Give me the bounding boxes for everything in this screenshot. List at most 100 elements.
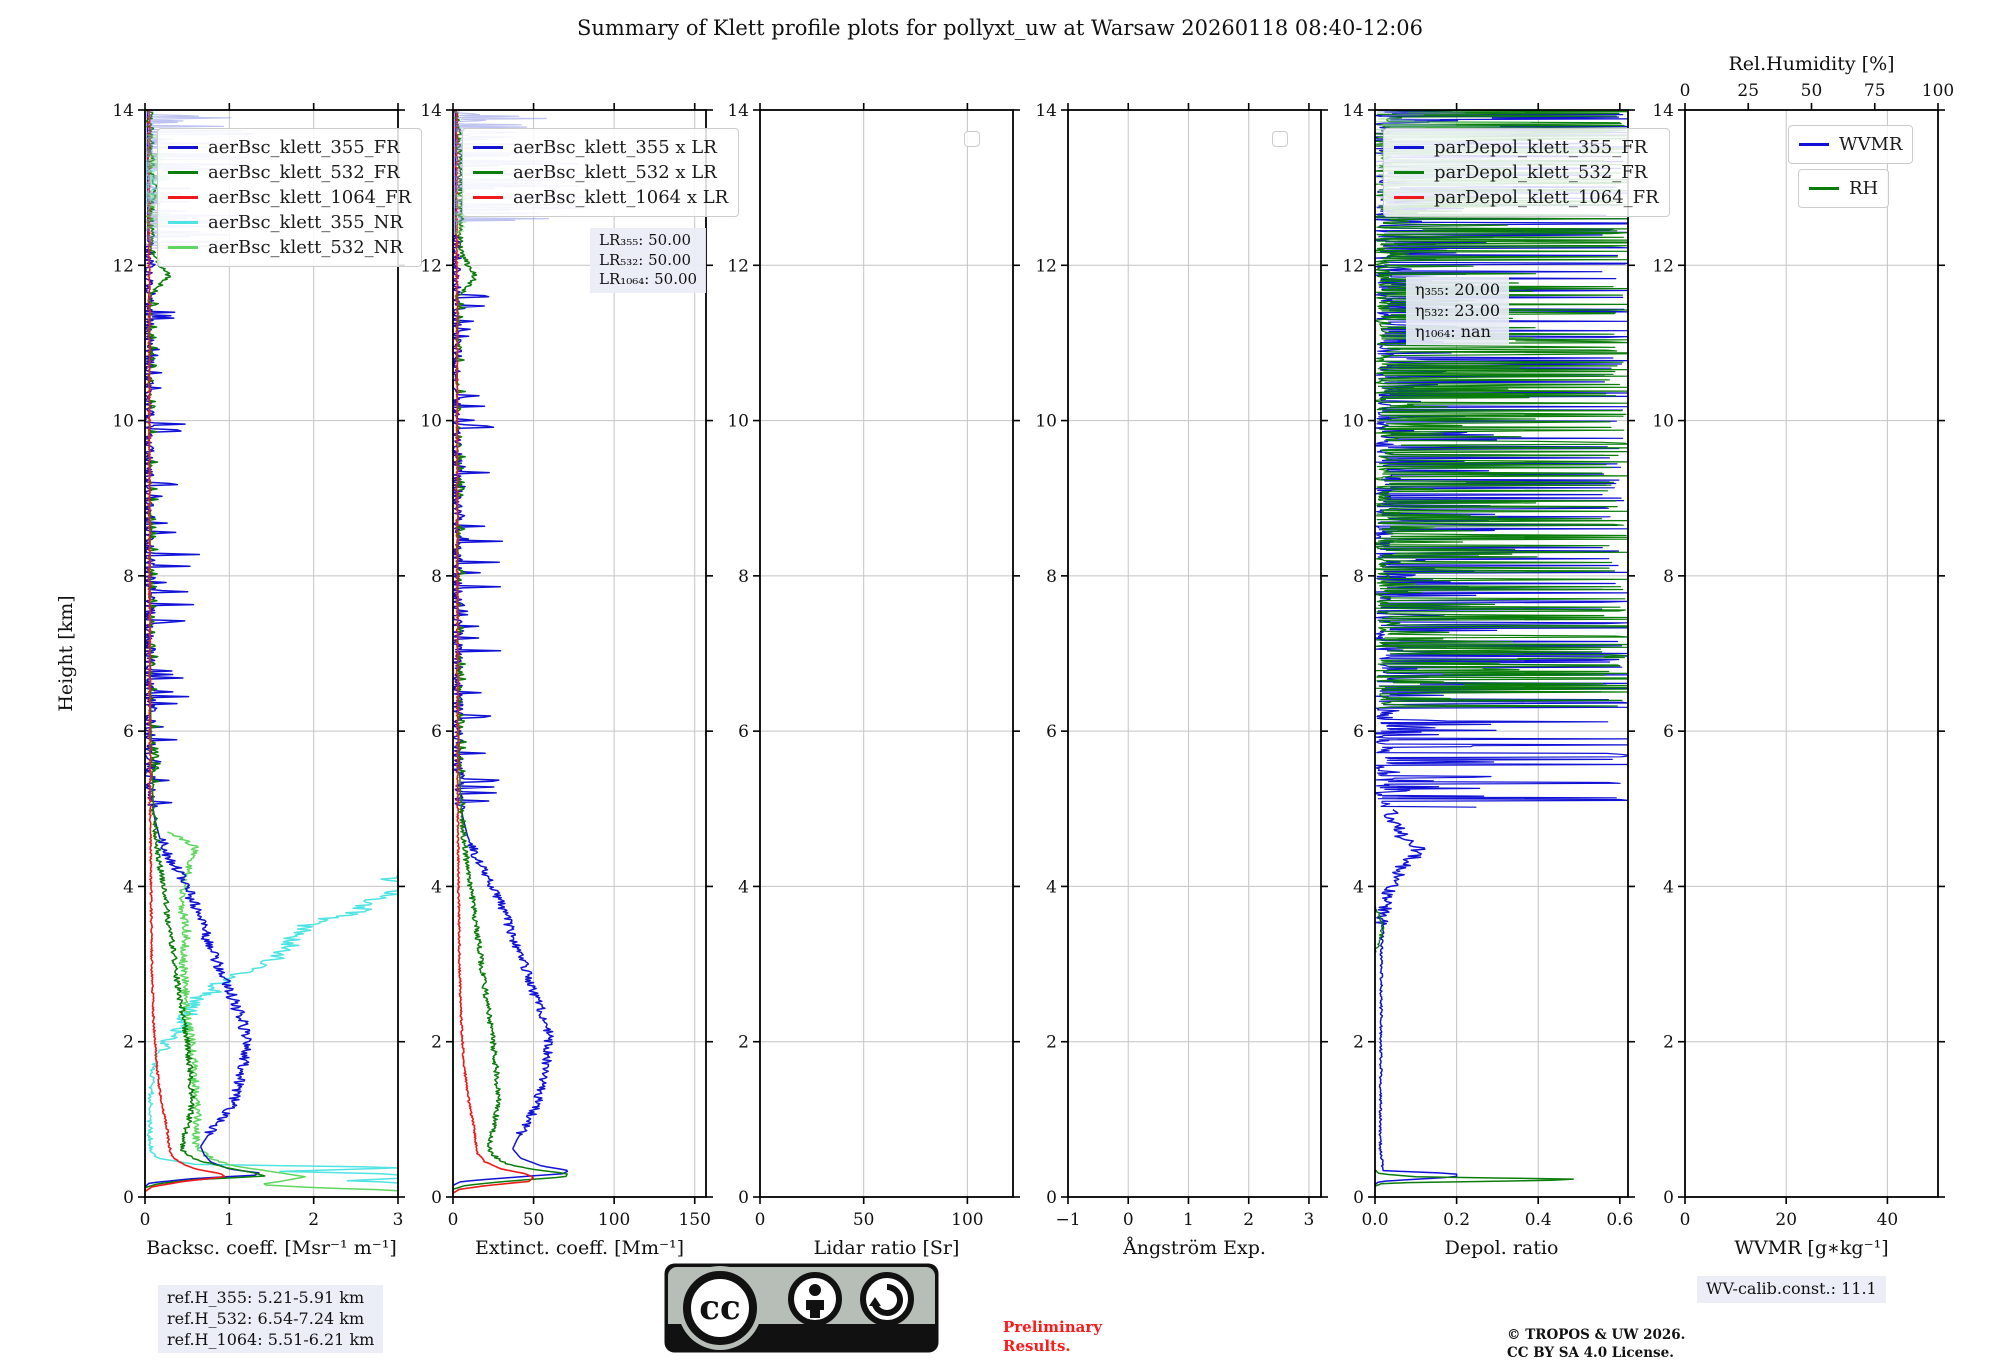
ytick-label: 12 (1342, 256, 1364, 276)
ytick-label: 14 (1035, 101, 1057, 121)
legend-label: aerBsc_klett_355_NR (208, 212, 403, 233)
ytick-label: 8 (738, 567, 749, 587)
ytick-label: 0 (123, 1188, 134, 1208)
lidar-ratio-values-line: LR₁₀₆₄: 50.00 (599, 270, 698, 288)
wv-calibration-constant: WV-calib.const.: 11.1 (1697, 1276, 1886, 1303)
top-tick-label: 50 (1801, 81, 1823, 101)
ytick-label: 2 (1663, 1033, 1674, 1053)
ytick-label: 0 (738, 1188, 749, 1208)
legend-item: WVMR (1799, 132, 1902, 157)
ytick-label: 6 (1663, 722, 1674, 742)
xtick-label: 0 (755, 1210, 766, 1230)
legend-label: RH (1849, 178, 1879, 199)
ytick-label: 6 (738, 722, 749, 742)
x-axis-label-extinction: Extinct. coeff. [Mm⁻¹] (475, 1237, 684, 1259)
ytick-label: 2 (123, 1033, 134, 1053)
ytick-label: 10 (1342, 412, 1364, 432)
ytick-label: 4 (431, 877, 442, 897)
xtick-label: 1 (1183, 1210, 1194, 1230)
ytick-label: 14 (112, 101, 134, 121)
xtick-label: 150 (678, 1210, 710, 1230)
xtick-label: 0.6 (1606, 1210, 1633, 1230)
ytick-label: 0 (1046, 1188, 1057, 1208)
legend-line-sample (1394, 146, 1424, 149)
ytick-label: 4 (123, 877, 134, 897)
series-aerBsc_klett_355_FR (144, 110, 260, 1188)
legend-wvmr: WVMR (1788, 125, 1914, 164)
xtick-label: 40 (1877, 1210, 1899, 1230)
legend-empty-angstroem (1272, 131, 1288, 147)
ytick-label: 0 (1353, 1188, 1364, 1208)
ytick-label: 12 (112, 256, 134, 276)
ytick-label: 8 (1353, 567, 1364, 587)
legend-label: aerBsc_klett_355 x LR (513, 137, 717, 158)
ytick-label: 14 (1342, 101, 1364, 121)
xtick-label: 1 (224, 1210, 235, 1230)
legend-line-sample (168, 221, 198, 224)
preliminary-results-note-line: Preliminary (1003, 1318, 1102, 1336)
cc-icon: cc (678, 1266, 762, 1350)
xtick-label: 0.2 (1443, 1210, 1470, 1230)
lidar-ratio-values-line: LR₅₃₂: 50.00 (599, 250, 692, 269)
xtick-label: 0 (140, 1210, 151, 1230)
ytick-label: 4 (1353, 877, 1364, 897)
ytick-label: 12 (420, 256, 442, 276)
legend-line-sample (168, 196, 198, 199)
ytick-label: 2 (431, 1033, 442, 1053)
legend-item: aerBsc_klett_1064 x LR (473, 185, 728, 210)
reference-heights-line: ref.H_532: 6.54-7.24 km (167, 1308, 365, 1328)
xtick-label: 0.4 (1525, 1210, 1552, 1230)
series-aerBsc_klett_1064_FR (144, 110, 226, 1193)
legend-label: WVMR (1839, 134, 1903, 155)
ytick-label: 6 (1046, 722, 1057, 742)
legend-label: parDepol_klett_355_FR (1434, 137, 1648, 158)
ytick-label: 8 (1046, 567, 1057, 587)
top-tick-label: 75 (1864, 81, 1886, 101)
legend-backscatter: aerBsc_klett_355_FR aerBsc_klett_532_FR ae… (157, 128, 423, 267)
copyright-note-line: © TROPOS & UW 2026. (1507, 1327, 1686, 1343)
legend-item: parDepol_klett_355_FR (1394, 135, 1659, 160)
legend-line-sample (168, 146, 198, 149)
legend-line-sample (473, 171, 503, 174)
ytick-label: 0 (1663, 1188, 1674, 1208)
panel-extinction: 0 50 100 150 0 2 4 6 8 10 12 14 Extinct. coeff. [Mm⁻… (420, 101, 713, 1259)
xtick-label: 20 (1775, 1210, 1797, 1230)
legend-label: aerBsc_klett_1064 x LR (513, 187, 729, 208)
copyright-note: © TROPOS & UW 2026. CC BY SA 4.0 License. (1507, 1327, 1685, 1360)
top-axis-label: Rel.Humidity [%] (1728, 53, 1894, 75)
ytick-label: 14 (420, 101, 442, 121)
legend-item: aerBsc_klett_355_NR (168, 210, 411, 235)
svg-text:cc: cc (699, 1288, 740, 1328)
y-axis-label: Height [km] (55, 595, 77, 711)
legend-label: aerBsc_klett_355_FR (208, 137, 400, 158)
legend-extinction: aerBsc_klett_355 x LR aerBsc_klett_532 x … (462, 128, 740, 217)
depol-calibration-values: η₃₅₅: 20.00 η₅₃₂: 23.00 η₁₀₆₄: nan (1406, 277, 1510, 346)
legend-label: aerBsc_klett_1064_FR (208, 187, 412, 208)
ytick-label: 10 (420, 412, 442, 432)
xtick-label: 0.0 (1361, 1210, 1388, 1230)
ytick-label: 6 (1353, 722, 1364, 742)
xtick-label: 3 (393, 1210, 404, 1230)
series-aerBsc_355NR_unscreened (144, 161, 164, 208)
ytick-label: 10 (112, 412, 134, 432)
cc-by-sa-badge: cc BY SA (664, 1263, 939, 1354)
panel-wvmr: 0 20 40 0 25 50 75 100 Rel.Humidity [%] 0 2 4 6 8 10 12… (1652, 53, 1954, 1259)
legend-line-sample (168, 171, 198, 174)
cc-sa-icon (860, 1272, 914, 1326)
xtick-label: 0 (1680, 1210, 1691, 1230)
lidar-ratio-values: LR₃₅₅: 50.00 LR₅₃₂: 50.00 LR₁₀₆₄: 50.00 (590, 228, 707, 293)
panel-lidar-ratio: 0 50 100 0 2 4 6 8 10 12 14 Lidar ratio [Sr] (727, 101, 1020, 1259)
ytick-label: 12 (1652, 256, 1674, 276)
ytick-label: 2 (1353, 1033, 1364, 1053)
legend-line-sample (1799, 143, 1829, 146)
lidar-ratio-values-line: LR₃₅₅: 50.00 (599, 231, 692, 249)
legend-item: aerBsc_klett_532 x LR (473, 160, 728, 185)
series-aerBsc_klett_532_FR (144, 109, 266, 1189)
xtick-label: 100 (951, 1210, 983, 1230)
ytick-label: 8 (431, 567, 442, 587)
ytick-label: 12 (727, 256, 749, 276)
depol-calibration-values-line: η₅₃₂: 23.00 (1415, 300, 1501, 320)
ytick-label: 4 (738, 877, 749, 897)
preliminary-results-note-line: Results. (1003, 1336, 1071, 1355)
ytick-label: 6 (123, 722, 134, 742)
